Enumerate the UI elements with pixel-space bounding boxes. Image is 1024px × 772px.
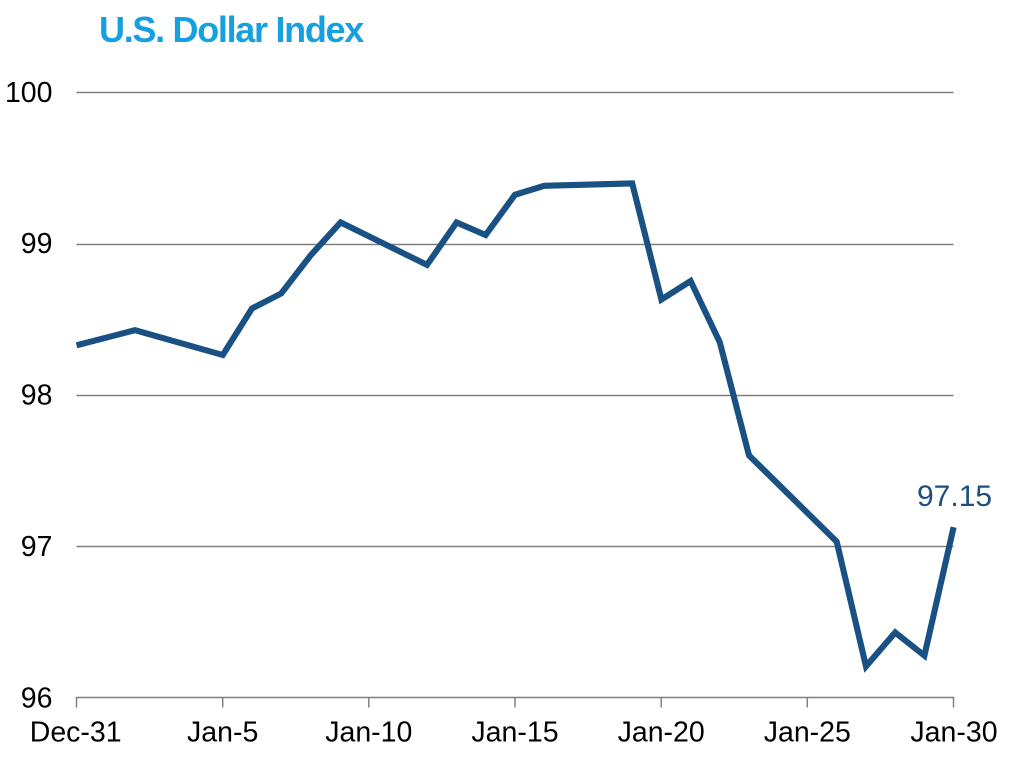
svg-text:U.S. Dollar Index: U.S. Dollar Index [99,9,364,50]
svg-text:97.15: 97.15 [917,480,992,513]
svg-text:Dec-31: Dec-31 [30,716,122,748]
svg-text:Jan-20: Jan-20 [618,716,705,748]
svg-text:99: 99 [21,228,53,260]
svg-text:96: 96 [21,682,53,714]
svg-text:Jan-10: Jan-10 [325,716,412,748]
svg-text:97: 97 [21,531,53,563]
svg-text:98: 98 [21,380,53,412]
svg-text:Jan-25: Jan-25 [764,716,851,748]
svg-text:Jan-15: Jan-15 [471,716,558,748]
svg-text:Jan-30: Jan-30 [910,716,997,748]
svg-text:Jan-5: Jan-5 [187,716,258,748]
svg-text:100: 100 [5,77,53,109]
